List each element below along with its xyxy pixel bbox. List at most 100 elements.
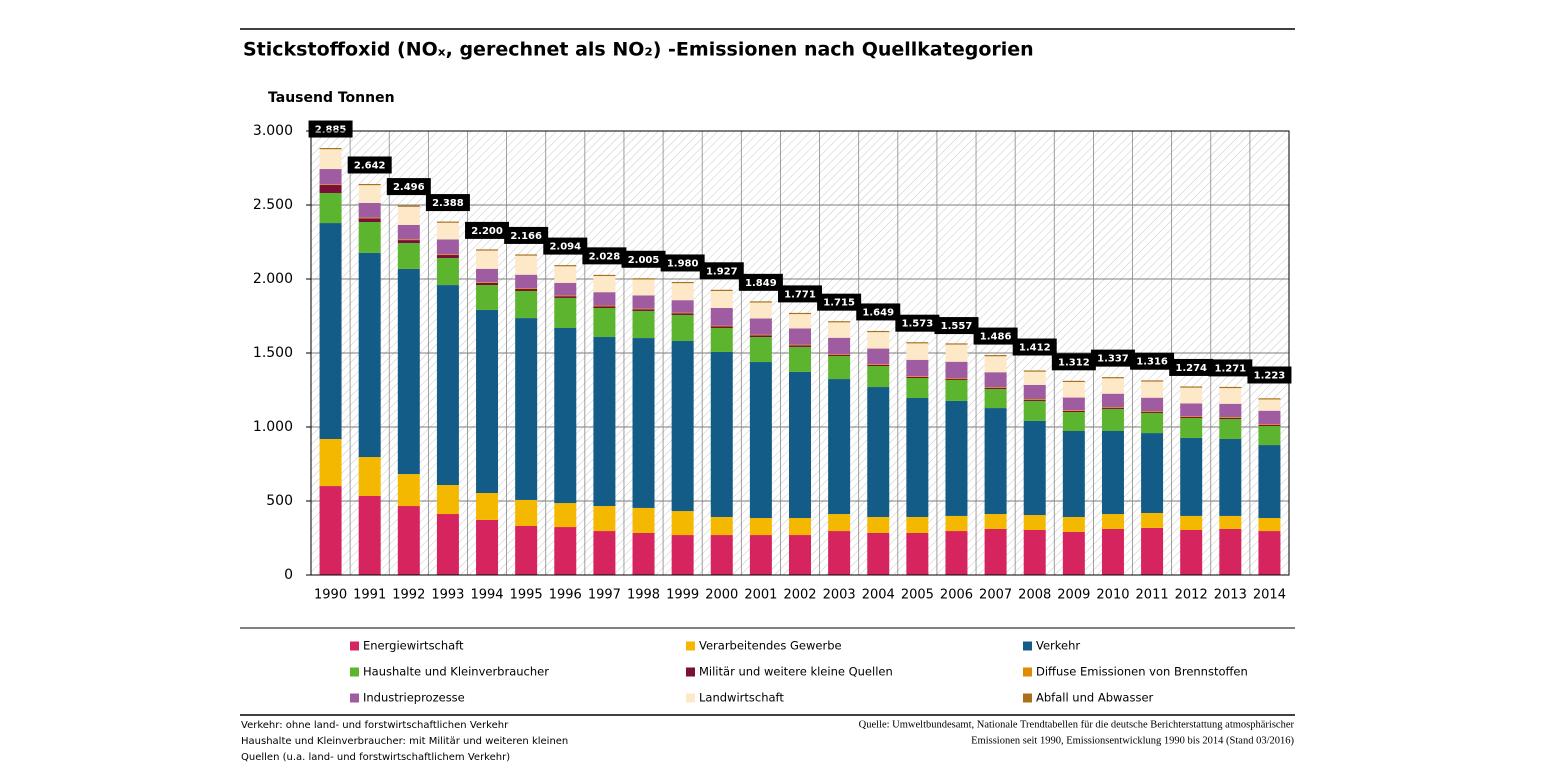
- x-tick-label: 2002: [783, 588, 816, 603]
- chart-title: Stickstoffoxid (NOₓ, gerechnet als NO₂) …: [243, 39, 1034, 61]
- y-axis-label: Tausend Tonnen: [268, 90, 395, 106]
- total-box: [660, 254, 705, 272]
- bar-segment: [867, 332, 890, 349]
- bar-segment: [749, 535, 772, 575]
- bar-segment: [1180, 416, 1203, 418]
- total-box: [425, 194, 470, 212]
- total-label: 1.337: [1097, 354, 1129, 365]
- bar-segment: [358, 495, 381, 575]
- bar-segment: [1023, 370, 1046, 372]
- bar-segment: [1141, 433, 1164, 513]
- bar-segment: [945, 531, 968, 575]
- bar-segment: [671, 314, 694, 342]
- bar-segment: [789, 535, 811, 575]
- bar-segment: [1101, 378, 1124, 394]
- bar-segment: [789, 328, 811, 345]
- bar-segment: [358, 185, 381, 203]
- x-tick-label: 2009: [1057, 588, 1090, 603]
- bar-segment: [828, 514, 851, 532]
- bar-segment: [358, 202, 381, 218]
- bar-segment: [984, 372, 1007, 388]
- bar-segment: [515, 274, 538, 289]
- bar-segment: [319, 149, 342, 170]
- bar-segment: [1180, 416, 1203, 417]
- bar-segment: [1180, 417, 1203, 438]
- bar-segment: [984, 387, 1007, 388]
- bar-segment: [436, 285, 459, 486]
- total-box: [386, 178, 431, 196]
- bar-segment: [397, 243, 420, 269]
- bar-segment: [671, 341, 694, 512]
- x-tick-label: 1990: [314, 588, 347, 603]
- bar-segment: [436, 485, 459, 515]
- bar-segment: [1141, 527, 1164, 575]
- bar-segment: [1219, 528, 1242, 575]
- x-tick-label: 1997: [588, 588, 621, 603]
- bar-segment: [397, 506, 420, 575]
- bar-segment: [476, 282, 499, 283]
- total-box: [817, 293, 862, 311]
- x-tick-label: 1993: [431, 588, 464, 603]
- bar-segment: [984, 388, 1007, 409]
- total-box: [778, 285, 822, 303]
- bar-segment: [749, 334, 772, 336]
- bar-segment: [789, 345, 811, 347]
- bar-segment: [828, 322, 851, 338]
- total-label: 2.166: [510, 231, 542, 242]
- bar-segment: [554, 266, 577, 283]
- legend-swatch: [1023, 641, 1032, 651]
- total-label: 2.005: [628, 255, 660, 266]
- total-box: [1090, 349, 1135, 367]
- bar-segment: [593, 292, 616, 306]
- x-tick-label: 2000: [705, 588, 738, 603]
- x-tick-label: 2011: [1136, 588, 1169, 603]
- bar-segment: [1180, 530, 1203, 575]
- bar-segment: [1101, 407, 1124, 408]
- legend-label: Diffuse Emissionen von Brennstoffen: [1036, 665, 1248, 679]
- bar-segment: [358, 222, 381, 253]
- bar-segment: [554, 282, 577, 296]
- bar-segment: [906, 359, 929, 377]
- bar-segment: [828, 354, 851, 355]
- total-label: 1.649: [862, 307, 894, 318]
- total-box: [1051, 353, 1096, 371]
- bar-segment: [358, 252, 381, 458]
- bar-segment: [1180, 403, 1203, 417]
- bar-segment: [554, 527, 577, 575]
- bar-segment: [358, 217, 381, 219]
- bar-segment: [945, 378, 968, 380]
- bar-segment: [1062, 397, 1085, 411]
- bar-segment: [397, 474, 420, 507]
- x-tick-label: 2003: [823, 588, 856, 603]
- bar-segment: [1023, 399, 1046, 400]
- bar-segment: [710, 289, 733, 291]
- y-tick-label: 3.000: [253, 123, 293, 139]
- bar-segment: [789, 344, 811, 346]
- bar-segment: [632, 308, 655, 310]
- bar-segment: [1258, 398, 1281, 400]
- bar-segment: [828, 337, 851, 355]
- bar-segment: [828, 379, 851, 515]
- footnote: Quellen (u.a. land- und forstwirtschaftl…: [241, 752, 510, 763]
- bar-segment: [1141, 411, 1164, 412]
- bar-segment: [710, 308, 733, 326]
- bar-segment: [1101, 514, 1124, 529]
- bar-segment: [397, 268, 420, 475]
- bar-segment: [1258, 425, 1281, 446]
- total-box: [1247, 366, 1292, 384]
- bar-segment: [1101, 393, 1124, 408]
- bar-segment: [1141, 411, 1164, 413]
- total-label: 1.316: [1136, 357, 1168, 368]
- total-box: [973, 327, 1018, 345]
- bar-segment: [319, 185, 342, 194]
- bar-segment: [906, 376, 929, 379]
- bar-segment: [945, 379, 968, 401]
- bar-segment: [671, 300, 694, 313]
- bar-segment: [710, 535, 733, 575]
- total-label: 2.388: [432, 198, 464, 209]
- total-box: [738, 273, 783, 291]
- bar-segment: [1258, 531, 1281, 575]
- bar-segment: [906, 516, 929, 533]
- bar-segment: [632, 295, 655, 309]
- footnote: Verkehr: ohne land- und forstwirtschaftl…: [241, 720, 509, 731]
